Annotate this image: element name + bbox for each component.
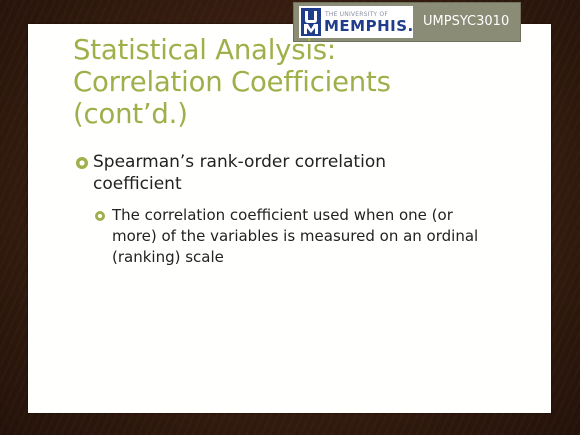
- course-code: UMPSYC3010: [423, 14, 509, 29]
- circle-check-icon: [76, 157, 88, 169]
- um-logo-mark: [301, 8, 321, 36]
- circle-check-icon: [95, 211, 105, 221]
- bullet-text: Spearman’s rank-order correlation coeffi…: [93, 151, 463, 195]
- slide-title-line-2: Correlation Coefficients: [73, 66, 503, 98]
- slide-title-line-1: Statistical Analysis:: [73, 34, 503, 66]
- sub-bullet-text: The correlation coefficient used when on…: [112, 205, 490, 268]
- slide-title-line-3: (cont’d.): [73, 98, 503, 130]
- logo-memphis-text: MEMPHIS.: [324, 17, 414, 35]
- slide-title: Statistical Analysis: Correlation Coeffi…: [73, 34, 503, 130]
